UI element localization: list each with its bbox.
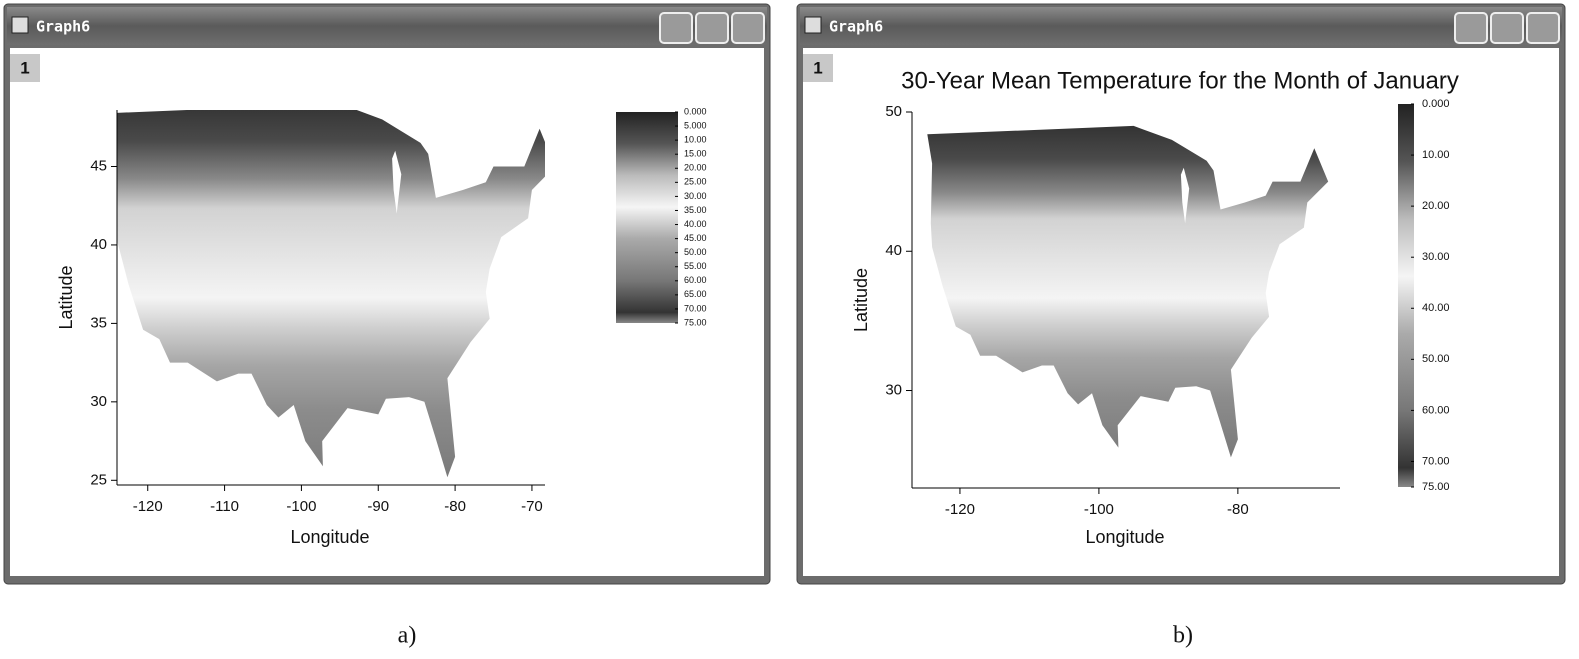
y-tick-label: 45 [90, 157, 107, 174]
colorbar-label: 65.00 [684, 289, 707, 299]
y-tick-label: 50 [885, 103, 902, 120]
colorbar-label: 20.00 [684, 163, 707, 173]
plot-title: 30-Year Mean Temperature for the Month o… [901, 67, 1459, 94]
minimize-button[interactable] [659, 12, 693, 44]
x-tick-label: -90 [367, 498, 389, 515]
colorbar-label: 15.00 [684, 149, 707, 159]
maximize-button[interactable] [1490, 12, 1524, 44]
colorbar-label: 0.000 [1422, 98, 1450, 110]
colorbar-label: 50.00 [684, 247, 707, 257]
y-tick-label: 25 [90, 471, 107, 488]
map-fill [927, 125, 1329, 458]
colorbar-label: 10.00 [684, 135, 707, 145]
close-button[interactable] [1526, 12, 1560, 44]
window-title: Graph6 [829, 18, 883, 36]
colorbar-label: 5.000 [684, 120, 707, 130]
maximize-button[interactable] [695, 12, 729, 44]
x-tick-label: -110 [210, 498, 239, 515]
close-button[interactable] [731, 12, 765, 44]
graph-window: Graph6 1 -120 -100 -80 30 40 50 Longitude Latitud… [796, 3, 1566, 585]
contour-map [117, 110, 545, 478]
colorbar-label: 75.00 [684, 317, 707, 327]
colorbar-label: 70.00 [684, 303, 707, 313]
colorbar-label: 30.00 [684, 191, 707, 201]
x-tick-label: -120 [133, 498, 163, 515]
lake [1180, 167, 1190, 224]
lake [392, 150, 402, 214]
colorbar-label: 50.00 [1422, 353, 1450, 365]
colorbar [1398, 104, 1414, 487]
colorbar-label: 40.00 [684, 219, 707, 229]
colorbar-label: 70.00 [1422, 455, 1450, 467]
colorbar-label: 30.00 [1422, 251, 1450, 263]
y-axis-label: Latitude [56, 265, 76, 329]
layer-tab [803, 54, 833, 82]
map-fill [117, 110, 545, 478]
x-tick-label: -120 [945, 501, 975, 518]
layer-tab [10, 54, 40, 82]
colorbar-label: 45.00 [684, 233, 707, 243]
layer-label: 1 [20, 58, 29, 77]
colorbar-label: 10.00 [1422, 149, 1450, 161]
colorbar-label: 40.00 [1422, 302, 1450, 314]
x-axis-label: Longitude [1085, 527, 1164, 547]
colorbar-label: 20.00 [1422, 200, 1450, 212]
graph-window: Graph6 1 -120 -110 -100 -90 -80 -70 25 30 35 40 45 Lo… [3, 3, 771, 585]
layer-label: 1 [813, 58, 822, 77]
y-axis-label: Latitude [851, 268, 871, 332]
minimize-button[interactable] [1454, 12, 1488, 44]
colorbar [616, 112, 678, 323]
x-tick-label: -80 [1227, 501, 1249, 518]
window-title: Graph6 [36, 18, 90, 36]
x-tick-label: -70 [521, 498, 543, 515]
colorbar-label: 0.000 [684, 106, 707, 116]
colorbar-label: 25.00 [684, 177, 707, 187]
window-icon [804, 16, 822, 34]
x-tick-label: -100 [1084, 501, 1114, 518]
title-bar [7, 7, 767, 45]
caption: a) [398, 623, 417, 649]
window-icon [11, 16, 29, 34]
caption: b) [1173, 623, 1193, 649]
y-tick-label: 30 [90, 393, 107, 410]
colorbar-label: 75.00 [1422, 481, 1450, 493]
y-tick-label: 35 [90, 314, 107, 331]
x-tick-label: -100 [286, 498, 316, 515]
y-tick-label: 40 [90, 236, 107, 253]
x-tick-label: -80 [444, 498, 466, 515]
title-bar [800, 7, 1562, 45]
contour-map [927, 125, 1329, 458]
y-tick-label: 30 [885, 381, 902, 398]
y-tick-label: 40 [885, 242, 902, 259]
colorbar-label: 60.00 [1422, 404, 1450, 416]
colorbar-label: 35.00 [684, 205, 707, 215]
colorbar-label: 60.00 [684, 275, 707, 285]
colorbar-label: 55.00 [684, 261, 707, 271]
x-axis-label: Longitude [290, 527, 369, 547]
